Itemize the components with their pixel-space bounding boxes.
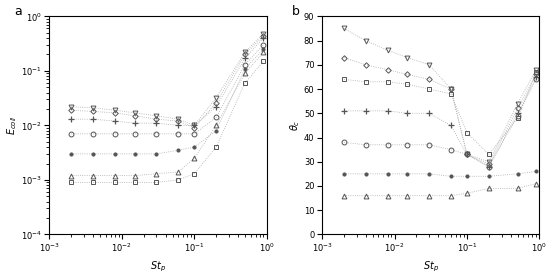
Text: a: a: [15, 5, 23, 18]
X-axis label: $St_p$: $St_p$: [423, 260, 439, 274]
Y-axis label: $E_{coll}$: $E_{coll}$: [6, 115, 19, 135]
X-axis label: $St_p$: $St_p$: [150, 260, 166, 274]
Y-axis label: $\theta_c$: $\theta_c$: [289, 120, 302, 131]
Text: b: b: [291, 5, 300, 18]
